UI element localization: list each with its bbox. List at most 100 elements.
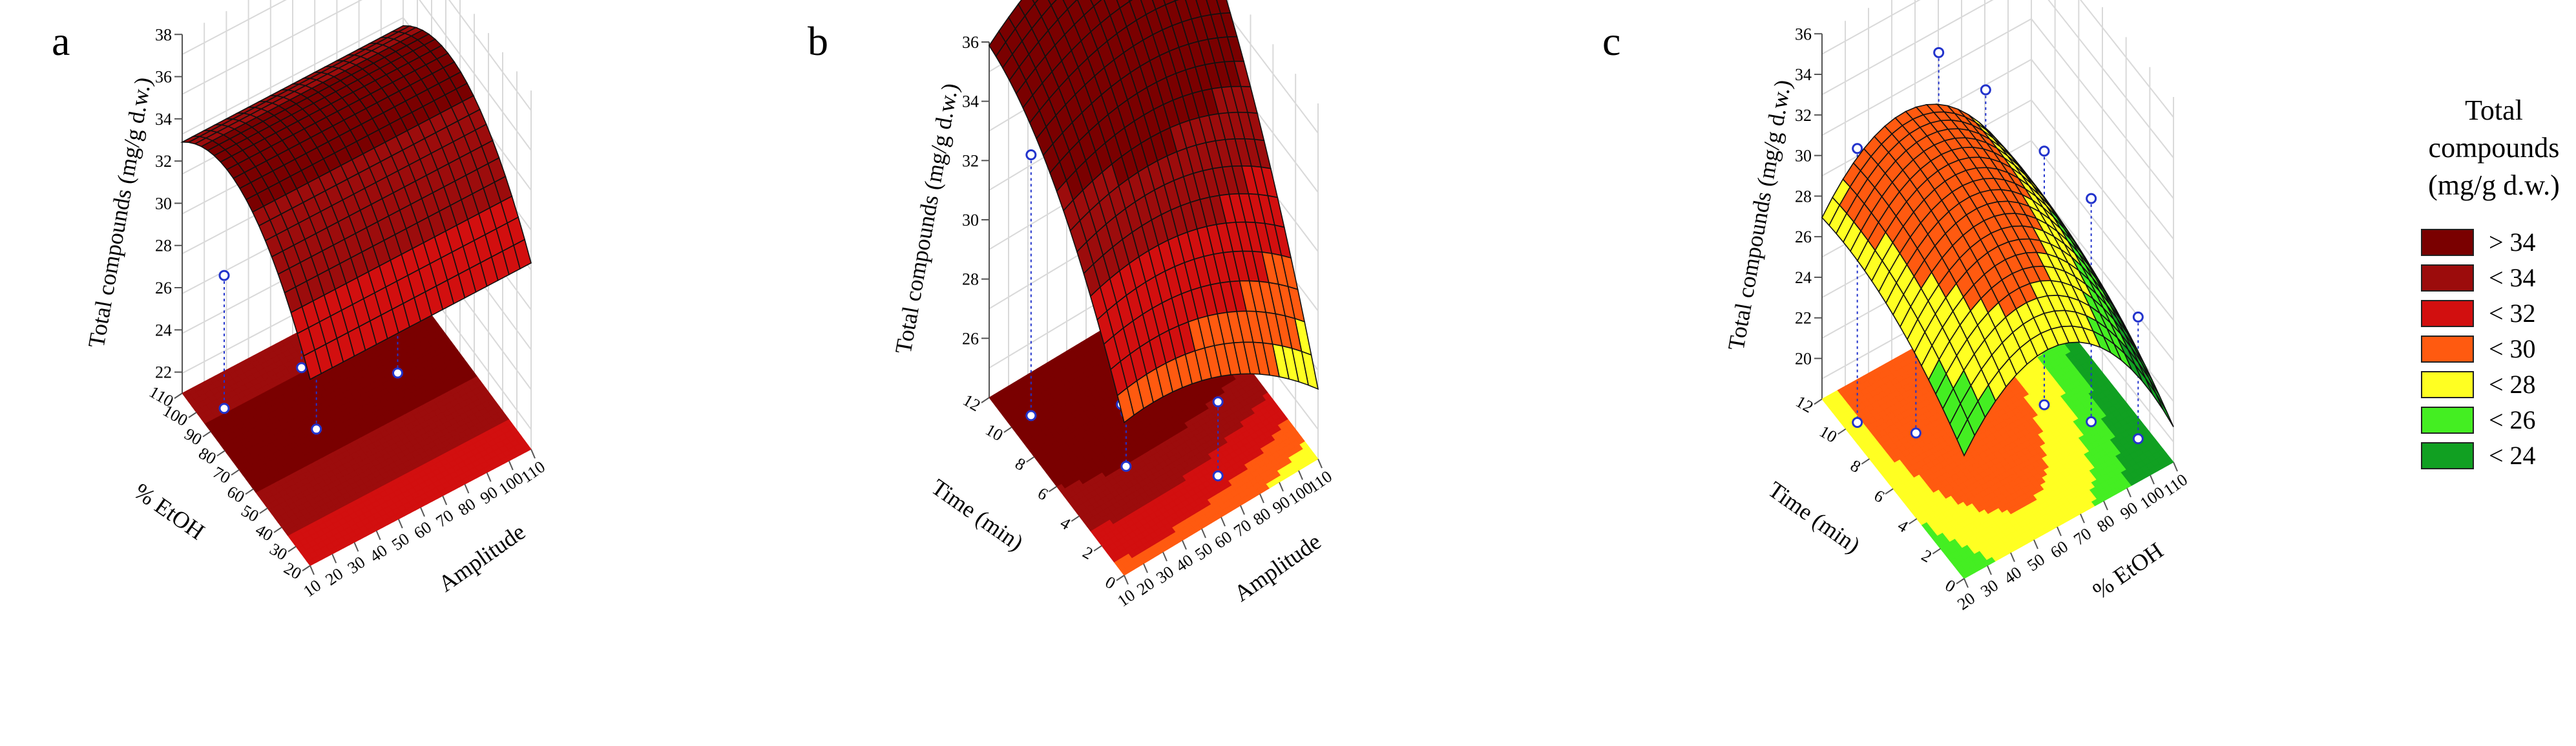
z-tick-label: 30 xyxy=(1795,147,1812,165)
y-tick-label: 70 xyxy=(209,463,233,487)
z-tick-label: 34 xyxy=(155,110,172,129)
z-tick-label: 36 xyxy=(1795,25,1812,43)
y-tick-label: 80 xyxy=(195,443,219,468)
x-tick-mark xyxy=(1279,482,1284,492)
observed-point-floor xyxy=(1120,460,1132,472)
y-tick-label: 60 xyxy=(224,482,247,507)
wall-gridline xyxy=(182,0,532,151)
y-tick-label: 8 xyxy=(1012,454,1029,474)
x-tick-label: 40 xyxy=(366,541,391,566)
observed-point xyxy=(1025,149,1037,160)
y-tick-label: 6 xyxy=(1034,484,1051,504)
wall-gridline xyxy=(1821,0,2174,158)
x-tick-mark xyxy=(1317,458,1323,469)
observed-point xyxy=(218,270,230,281)
x-tick-mark xyxy=(375,530,381,540)
x-axis-title: Amplitude xyxy=(1230,528,1326,606)
observed-point-floor xyxy=(311,423,322,435)
z-tick-label: 32 xyxy=(962,151,979,170)
y-tick-label: 30 xyxy=(266,539,290,564)
x-tick-label: 20 xyxy=(1133,574,1158,599)
x-tick-mark xyxy=(1220,517,1226,527)
z-tick-label: 32 xyxy=(1795,106,1812,125)
z-tick-label: 24 xyxy=(155,321,172,339)
observed-point-floor xyxy=(1025,410,1037,421)
z-axis-title: Total compounds (mg/g d.w.) xyxy=(890,81,963,356)
z-tick-label: 30 xyxy=(155,194,172,213)
z-tick-label: 34 xyxy=(1795,65,1812,84)
y-tick-label: 50 xyxy=(238,501,262,526)
y-tick-mark xyxy=(231,469,240,476)
panel-letter: a xyxy=(52,18,70,64)
x-tick-label: 80 xyxy=(1250,504,1274,529)
x-tick-mark xyxy=(1259,493,1264,504)
x-tick-mark xyxy=(1298,470,1303,480)
x-tick-label: 40 xyxy=(1172,551,1197,576)
x-tick-label: 50 xyxy=(388,529,413,555)
y-tick-mark xyxy=(259,507,268,514)
y-tick-mark xyxy=(288,546,297,553)
x-tick-mark xyxy=(530,449,536,459)
x-tick-mark xyxy=(331,553,337,564)
x-tick-label: 30 xyxy=(1153,562,1177,588)
z-tick-label: 36 xyxy=(155,68,172,87)
x-tick-mark xyxy=(508,460,514,471)
x-tick-label: 70 xyxy=(1230,516,1255,541)
y-tick-mark xyxy=(202,431,211,438)
x-tick-label: 50 xyxy=(1191,539,1216,564)
wall-gridline xyxy=(182,0,532,111)
z-tick-label: 28 xyxy=(1795,187,1812,206)
response-surface xyxy=(180,25,532,380)
y-tick-mark xyxy=(216,450,225,456)
x-tick-label: 80 xyxy=(455,495,479,520)
z-tick-label: 26 xyxy=(1795,228,1812,246)
x-tick-mark xyxy=(1240,505,1245,515)
x-tick-mark xyxy=(309,565,315,575)
z-tick-label: 30 xyxy=(962,211,979,229)
observed-point-floor xyxy=(1212,470,1224,482)
z-tick-label: 32 xyxy=(155,152,172,171)
y-tick-mark xyxy=(245,488,254,495)
x-tick-mark xyxy=(1162,551,1168,562)
y-axis-title: % EtOH xyxy=(129,478,209,544)
z-tick-label: 36 xyxy=(962,33,979,52)
floor-contour xyxy=(182,276,532,566)
x-tick-mark xyxy=(1182,540,1187,550)
y-tick-label: 90 xyxy=(181,425,205,449)
z-tick-label: 26 xyxy=(155,279,172,297)
wall-gridline xyxy=(1821,0,2174,118)
x-tick-label: 30 xyxy=(344,553,369,578)
surface-cell xyxy=(303,349,322,380)
z-axis-title: Total compounds (mg/g d.w.) xyxy=(83,75,156,350)
y-tick-label: 40 xyxy=(252,520,276,545)
y-tick-label: 2 xyxy=(1080,543,1096,564)
x-tick-label: 10 xyxy=(1114,586,1138,611)
x-tick-mark xyxy=(486,472,492,482)
x-tick-mark xyxy=(397,518,403,529)
y-tick-label: 20 xyxy=(280,559,304,583)
x-tick-mark xyxy=(464,484,470,494)
x-tick-label: 60 xyxy=(1211,528,1235,553)
z-tick-label: 34 xyxy=(962,92,979,111)
y-tick-label: 12 xyxy=(959,390,983,415)
x-tick-mark xyxy=(1201,528,1206,538)
x-tick-label: 20 xyxy=(322,564,346,590)
y-tick-mark xyxy=(273,526,282,533)
observed-point-floor xyxy=(296,362,308,374)
z-tick-label: 22 xyxy=(155,363,172,382)
x-tick-label: 70 xyxy=(432,506,457,531)
observed-point-floor xyxy=(392,367,403,379)
z-tick-label: 38 xyxy=(155,25,172,44)
observed-point-floor xyxy=(218,403,230,414)
x-tick-mark xyxy=(1124,575,1129,585)
observed-point xyxy=(1212,396,1224,408)
z-tick-label: 28 xyxy=(962,270,979,289)
y-tick-mark xyxy=(174,392,183,400)
